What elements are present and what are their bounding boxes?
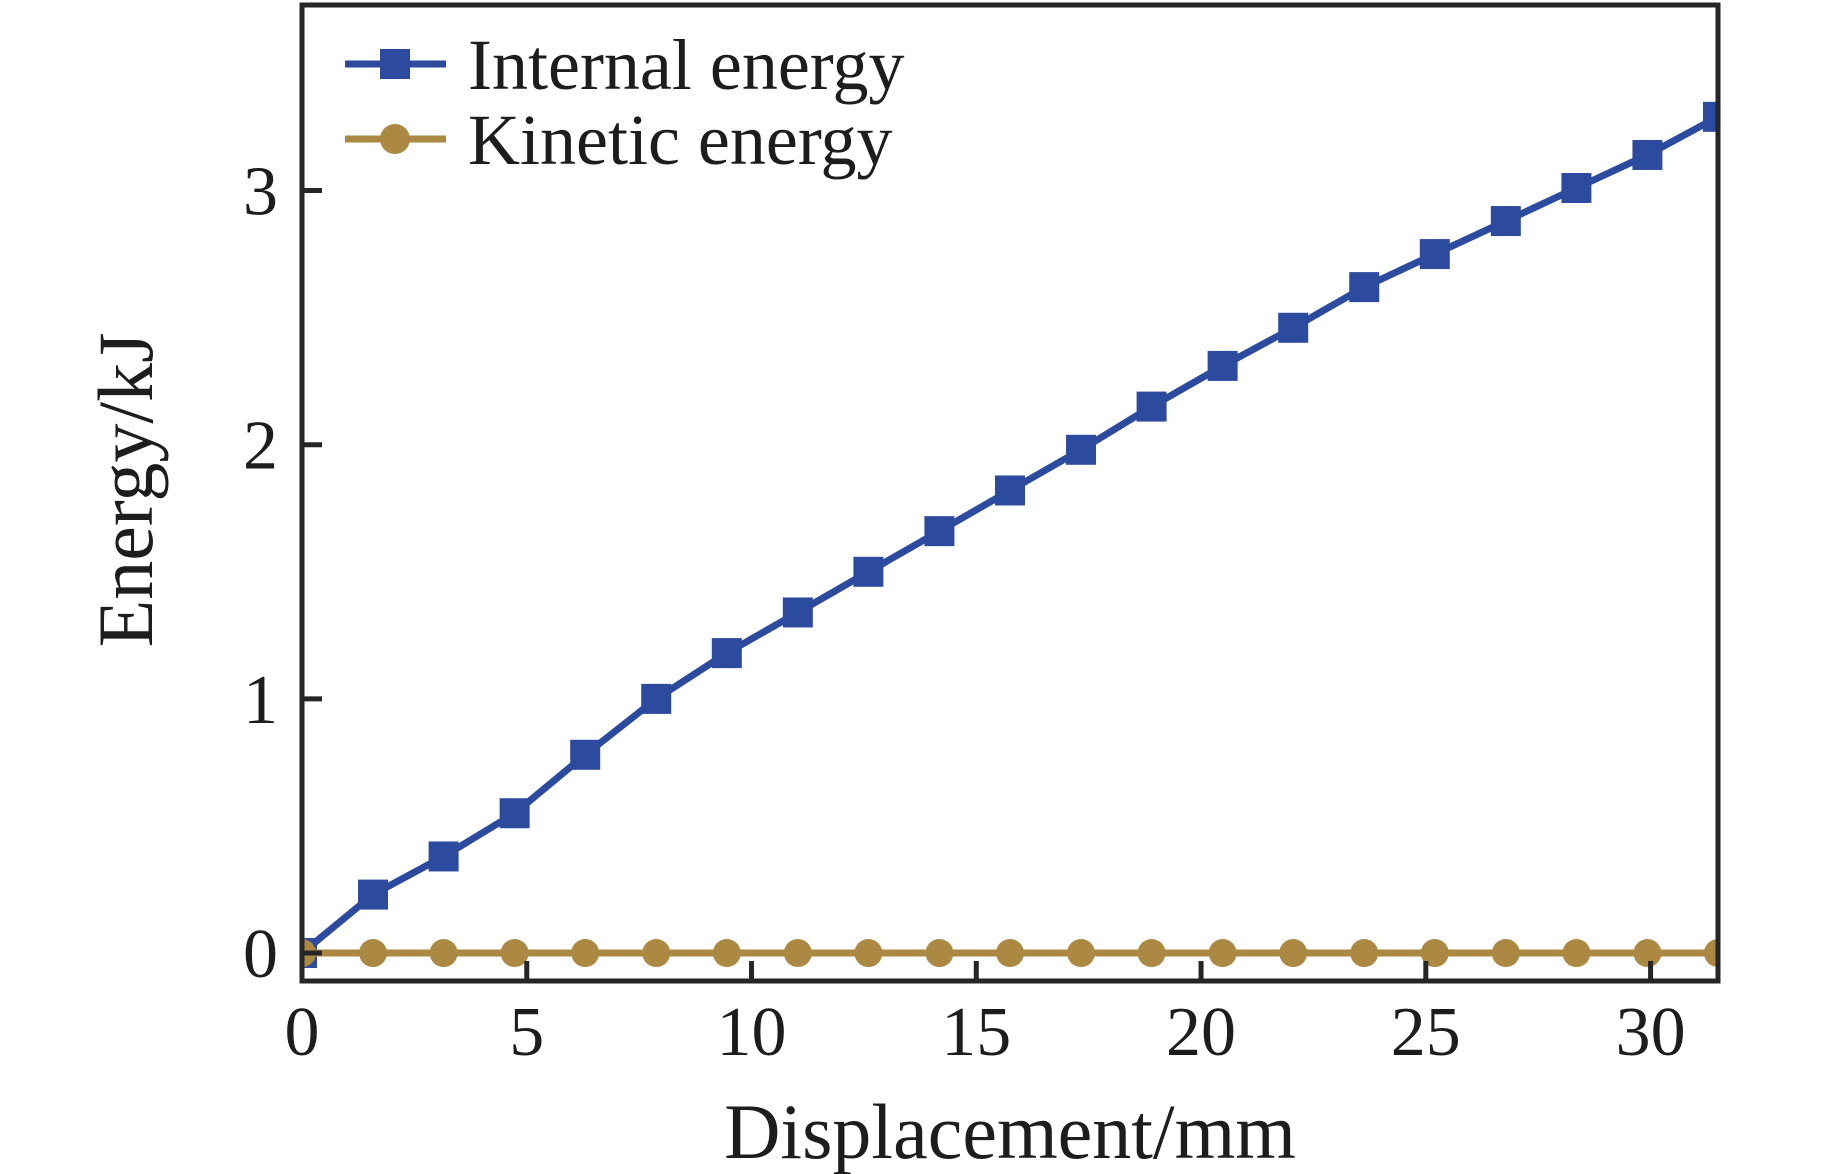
internal-energy-marker: [782, 597, 813, 628]
kinetic-energy-marker: [1350, 939, 1379, 968]
y-tick-label: 3: [243, 154, 278, 231]
internal-energy-marker: [1490, 206, 1521, 237]
internal-energy-marker: [1136, 391, 1167, 422]
internal-energy-marker: [1278, 312, 1309, 343]
legend-label: Internal energy: [468, 25, 904, 105]
x-tick-label: 25: [1391, 994, 1461, 1071]
internal-energy-marker: [1703, 101, 1718, 132]
internal-energy-marker: [1632, 139, 1663, 170]
internal-energy-marker: [711, 638, 742, 669]
x-tick-label: 30: [1616, 994, 1686, 1071]
kinetic-energy-marker: [1279, 939, 1308, 968]
kinetic-energy-marker: [712, 939, 741, 968]
ticks-layer: [299, 188, 1654, 981]
x-axis-title: Displacement/mm: [724, 1088, 1296, 1174]
kinetic-energy-marker: [1137, 939, 1166, 968]
y-tick-label: 0: [243, 916, 278, 993]
kinetic-energy-marker: [500, 939, 529, 968]
legend-item-kinetic-energy: Kinetic energy: [345, 100, 893, 180]
legend-label: Kinetic energy: [468, 100, 893, 180]
legend-item-internal-energy: Internal energy: [345, 25, 904, 105]
kinetic-energy-marker: [1491, 939, 1520, 968]
internal-energy-marker: [1066, 434, 1097, 465]
internal-energy-marker: [499, 798, 530, 829]
internal-energy-marker: [428, 841, 459, 872]
kinetic-energy-marker: [1067, 939, 1096, 968]
series-layer: [302, 101, 1718, 969]
kinetic-energy-marker: [996, 939, 1024, 968]
internal-energy-marker: [1207, 350, 1238, 381]
x-tick-label: 20: [1166, 994, 1236, 1071]
internal-energy-marker: [853, 556, 884, 587]
internal-energy-series: [302, 101, 1718, 969]
internal-energy-marker: [1419, 239, 1450, 270]
kinetic-energy-marker: [925, 939, 954, 968]
kinetic-energy-marker: [571, 939, 600, 968]
internal-energy-marker: [924, 516, 955, 547]
x-tick-label: 15: [941, 994, 1011, 1071]
x-tick-label: 0: [285, 994, 320, 1071]
kinetic-energy-marker: [854, 939, 883, 968]
kinetic-energy-marker: [1208, 939, 1237, 968]
internal-energy-marker: [641, 683, 672, 714]
tick-labels-layer: 0 5 10 15 20 25 30 0 1 2 3: [243, 154, 1686, 1071]
kinetic-energy-marker: [642, 939, 671, 968]
internal-energy-marker: [1561, 173, 1592, 203]
kinetic-energy-marker: [1633, 939, 1662, 968]
kinetic-energy-marker: [783, 939, 812, 968]
internal-energy-marker: [570, 739, 601, 770]
internal-energy-marker: [1349, 272, 1380, 303]
kinetic-energy-marker: [359, 939, 388, 968]
internal-energy-marker: [995, 475, 1025, 506]
y-axis-title: Energy/kJ: [82, 333, 169, 648]
kinetic-energy-marker: [1420, 939, 1449, 968]
x-tick-label: 10: [717, 994, 787, 1071]
kinetic-energy-series: [302, 939, 1718, 968]
kinetic-energy-marker: [1562, 939, 1591, 968]
kinetic-energy-marker: [429, 939, 458, 968]
x-tick-label: 5: [509, 994, 544, 1071]
y-tick-label: 2: [243, 408, 278, 485]
kinetic-energy-marker: [1704, 939, 1718, 968]
legend-square-marker-icon: [380, 49, 410, 79]
internal-energy-marker: [358, 879, 389, 910]
legend-circle-marker-icon: [380, 124, 410, 154]
plot-border: [299, 2, 1721, 984]
y-tick-label: 1: [243, 662, 278, 739]
